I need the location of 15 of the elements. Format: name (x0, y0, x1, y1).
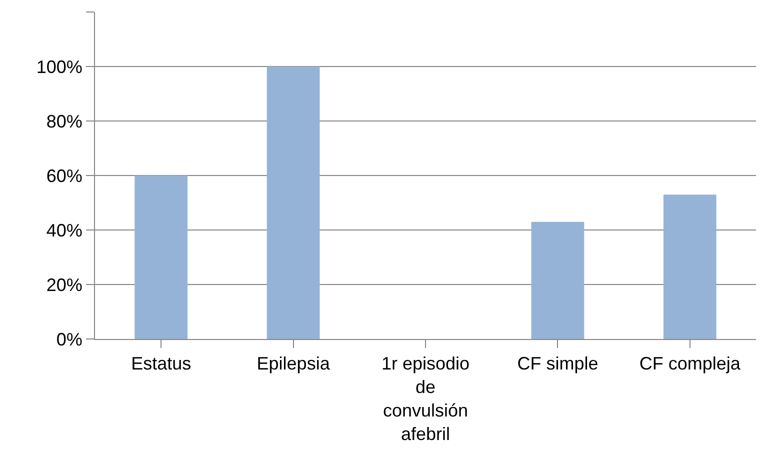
y-tick-label: 40% (46, 220, 82, 240)
bar (266, 66, 320, 339)
x-tick-label: 1r episodio de convulsión afebril (381, 354, 470, 444)
x-tick-label: Epilepsia (256, 354, 331, 374)
y-tick-label: 100% (36, 56, 82, 77)
bar (134, 176, 188, 339)
x-tick-label: Estatus (131, 354, 192, 374)
y-tick-label: 0% (56, 329, 82, 350)
y-tick-label: 80% (46, 111, 82, 132)
x-tick-label: CF compleja (639, 354, 742, 374)
x-tick-label: CF simple (517, 354, 598, 374)
bar (663, 194, 716, 339)
y-tick-label: 60% (46, 166, 82, 186)
bar (531, 222, 584, 339)
y-tick-label: 20% (46, 274, 82, 295)
